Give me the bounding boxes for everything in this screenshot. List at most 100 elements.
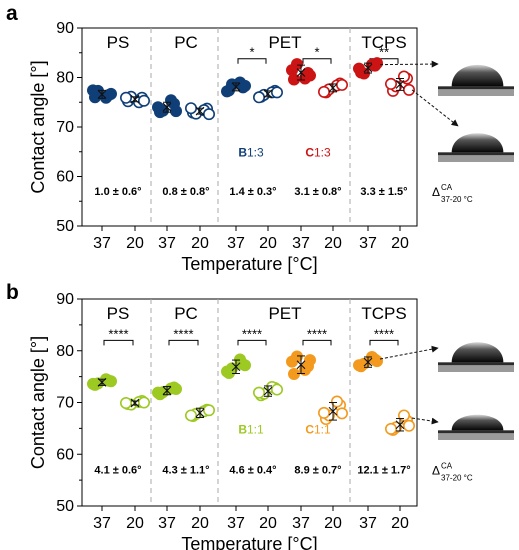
significance-label: **** <box>173 326 193 341</box>
x-tick-label: 20 <box>391 515 409 532</box>
data-point <box>203 108 216 121</box>
y-axis-label: Contact angle [°] <box>28 60 48 193</box>
sublabel-ratio: 1:3 <box>314 146 331 160</box>
delta-value: 1.0 ± 0.6° <box>94 186 141 198</box>
series-ps-20 <box>120 394 151 411</box>
data-point <box>105 375 118 388</box>
series-ps-20 <box>120 90 151 109</box>
y-tick-label: 70 <box>56 119 74 136</box>
y-tick-label: 60 <box>56 446 74 463</box>
droplet-image <box>438 396 514 440</box>
mean-marker <box>162 102 172 112</box>
mean-marker <box>263 89 273 99</box>
data-point <box>105 87 118 100</box>
droplet-arrow <box>379 345 439 360</box>
data-point <box>253 91 266 104</box>
series-tcps-37 <box>352 57 383 80</box>
significance-label: **** <box>242 326 262 341</box>
droplet-shape <box>451 414 504 431</box>
delta-value: 3.1 ± 0.8° <box>294 186 341 198</box>
mean-marker <box>195 106 205 116</box>
x-axis-label: Temperature [°C] <box>181 254 317 274</box>
significance-bracket <box>302 58 332 64</box>
data-point <box>165 94 178 107</box>
delta-symbol-subscript: 37-20 °C <box>441 473 473 482</box>
sublabel-ratio: 1:3 <box>247 146 264 160</box>
x-tick-label: 37 <box>93 515 111 532</box>
mean-marker <box>363 63 373 73</box>
x-tick-label: 37 <box>359 515 377 532</box>
data-point <box>317 406 330 419</box>
data-point <box>270 383 283 396</box>
droplet-arrow <box>379 60 439 68</box>
series-tcps-20 <box>384 70 415 97</box>
mean-marker <box>130 398 140 408</box>
data-point <box>335 78 348 91</box>
x-tick-label: 37 <box>292 515 310 532</box>
group-name-tcps: TCPS <box>361 304 406 323</box>
delta-value: 4.6 ± 0.4° <box>229 464 276 476</box>
panel-a: a 50 60 70 80 90 Contact angle [°] 37 20 37 20 37 20… <box>6 2 514 274</box>
delta-symbol: Δ <box>432 185 440 199</box>
substrate-line <box>438 430 514 434</box>
y-tick-label: 60 <box>56 169 74 186</box>
data-point <box>170 105 183 118</box>
x-tick-label: 37 <box>158 515 176 532</box>
data-point <box>330 395 343 408</box>
data-point <box>402 419 415 432</box>
x-tick-label: 20 <box>324 515 342 532</box>
x-tick-label: 20 <box>324 235 342 252</box>
delta-value: 4.3 ± 1.1° <box>162 464 209 476</box>
data-point <box>170 383 183 396</box>
x-tick-label: 20 <box>191 515 209 532</box>
x-tick-label: 37 <box>227 235 245 252</box>
mean-marker <box>130 94 140 104</box>
significance-label: * <box>314 45 319 60</box>
delta-value: 4.1 ± 0.6° <box>94 464 141 476</box>
substrate-reflection <box>438 89 514 96</box>
delta-value: 12.1 ± 1.7° <box>357 464 410 476</box>
data-point <box>384 422 397 435</box>
group-name-pc: PC <box>174 304 198 323</box>
x-tick-label: 20 <box>126 235 144 252</box>
data-point <box>203 404 216 417</box>
mean-marker <box>328 83 338 93</box>
series-pet-20 <box>253 84 283 104</box>
delta-symbol-superscript: CA <box>441 461 453 470</box>
y-tick-label: 80 <box>56 70 74 87</box>
data-point <box>87 84 100 97</box>
significance-label: * <box>249 45 254 60</box>
mean-marker <box>363 357 373 367</box>
significance-bracket <box>369 339 399 346</box>
y-tick-label: 50 <box>56 218 74 235</box>
mean-marker <box>395 420 405 430</box>
substrate-line <box>438 362 514 366</box>
data-point <box>185 409 198 422</box>
data-point <box>152 386 165 399</box>
mean-marker <box>195 408 205 418</box>
data-point <box>370 355 383 368</box>
mean-marker <box>328 406 338 416</box>
data-point <box>397 70 410 83</box>
substrate-line <box>438 86 514 90</box>
series-tcps-20 <box>384 409 415 436</box>
data-point <box>185 102 198 115</box>
series-pc-37 <box>152 94 183 119</box>
data-point <box>298 363 311 376</box>
series-pet-20 <box>253 380 283 402</box>
series-pc-20 <box>185 102 216 121</box>
droplet-image <box>438 118 514 162</box>
substrate-line <box>438 152 514 156</box>
droplet-arrow <box>411 417 439 425</box>
group-name-pc: PC <box>174 33 198 52</box>
y-axis-label: Contact angle [°] <box>28 336 48 469</box>
group-name-ps: PS <box>107 304 130 323</box>
panel-label: a <box>6 2 18 25</box>
data-point <box>303 354 316 367</box>
data-point <box>317 85 330 98</box>
significance-bracket <box>302 339 332 346</box>
series-ps-37 <box>87 373 118 391</box>
x-tick-label: 37 <box>227 515 245 532</box>
y-tick-label: 90 <box>56 291 74 308</box>
data-point <box>384 77 397 90</box>
